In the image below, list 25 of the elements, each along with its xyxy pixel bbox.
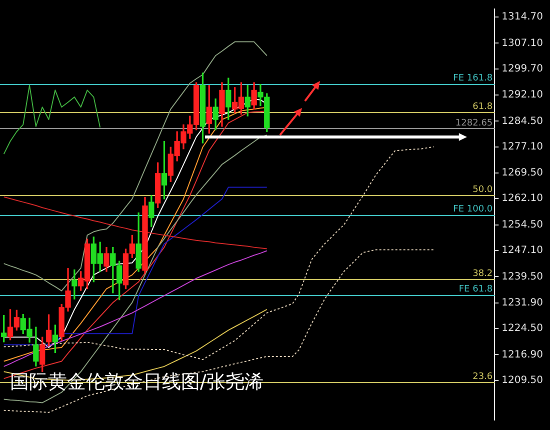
y-tick-label: 1269.50 [502,168,544,179]
y-tick-label: 1292.10 [502,90,544,101]
y-tick-label: 1247.10 [502,245,544,256]
annotation: 23.6 [472,372,493,382]
y-tick-label: 1314.70 [502,12,544,23]
y-tick-label: 1254.50 [502,219,544,230]
y-tick-label: 1209.50 [502,374,544,386]
annotation: FE 161.8 [453,73,493,84]
candlestick [72,269,78,300]
ref-line-label: 1282.65 [455,118,493,128]
annotation: FE 100.0 [453,204,493,214]
y-tick-label: 1284.50 [502,116,544,127]
y-tick-label: 1277.10 [502,141,544,152]
y-tick-label: 1216.90 [502,349,544,360]
y-tick-label: 1239.50 [502,271,544,282]
annotation: 38.2 [472,268,493,279]
y-tick-label: 1299.70 [502,63,544,74]
annotation: 61.8 [472,102,493,112]
y-tick-label: 1307.10 [502,38,544,49]
y-tick-label: 1231.90 [502,298,544,309]
annotation: 50.0 [472,185,493,196]
y-tick-label: 1262.10 [502,193,544,204]
y-tick-label: 1224.50 [502,323,544,334]
line-series [3,249,434,413]
annotation: FE 61.8 [458,284,493,294]
